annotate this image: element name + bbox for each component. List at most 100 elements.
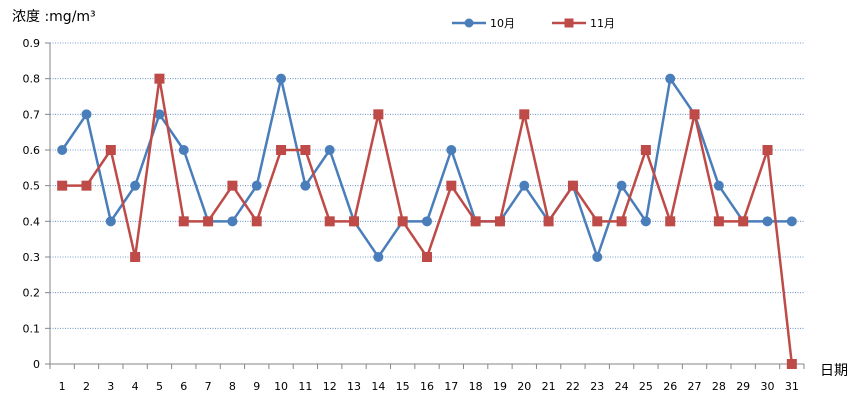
tick-labels: 00.10.20.30.40.50.60.70.80.91 2 3 4 5 6 7 8 9 10 1… — [23, 37, 799, 393]
data-point — [616, 216, 627, 227]
data-point — [276, 145, 287, 155]
legend-item: 10月 — [452, 17, 515, 30]
data-point — [227, 216, 238, 227]
data-point — [251, 180, 262, 191]
data-point — [178, 216, 189, 227]
data-point — [324, 145, 335, 155]
data-point — [300, 145, 311, 155]
data-point — [276, 73, 287, 84]
y-tick-label: 0.7 — [23, 108, 41, 121]
legend-item: 11月 — [552, 17, 615, 30]
x-tick-label: 28 — [712, 380, 726, 393]
data-point — [57, 180, 68, 191]
y-axis-label: 浓度 :mg/m³ — [12, 9, 96, 25]
y-tick-label: 0.2 — [23, 287, 41, 300]
data-point — [373, 109, 384, 120]
x-tick-label: 18 — [469, 380, 483, 393]
data-point — [640, 145, 651, 155]
data-point — [373, 252, 384, 262]
x-tick-label: 21 — [542, 380, 556, 393]
axes — [45, 42, 805, 369]
series-1 — [57, 73, 797, 262]
data-point — [81, 180, 92, 191]
x-tick-label: 15 — [396, 380, 410, 393]
x-tick-label: 31 — [785, 380, 799, 393]
x-tick-label: 8 — [229, 380, 236, 393]
x-tick-label: 20 — [517, 380, 531, 393]
x-tick-label: 12 — [323, 380, 337, 393]
x-tick-label: 5 — [156, 380, 163, 393]
data-point — [105, 145, 116, 155]
x-tick-label: 14 — [371, 380, 385, 393]
data-point — [713, 180, 724, 191]
x-tick-label: 26 — [663, 380, 677, 393]
data-point — [738, 216, 749, 227]
data-point — [300, 180, 311, 191]
data-point — [105, 216, 116, 227]
y-tick-label: 0.4 — [23, 215, 41, 228]
x-tick-label: 10 — [274, 380, 288, 393]
data-point — [519, 180, 530, 191]
data-point — [251, 216, 262, 227]
legend-swatch-marker — [564, 18, 574, 28]
x-tick-label: 3 — [107, 380, 114, 393]
data-point — [665, 216, 676, 227]
data-point — [786, 216, 797, 227]
data-point — [154, 109, 165, 120]
legend: 10月 11月 — [452, 17, 615, 30]
data-point — [154, 73, 165, 84]
data-point — [616, 180, 627, 191]
x-tick-label: 16 — [420, 380, 434, 393]
data-point — [397, 216, 408, 227]
data-point — [422, 252, 432, 262]
data-point — [349, 216, 360, 227]
data-point — [470, 216, 481, 227]
data-point — [592, 252, 603, 262]
x-tick-label: 23 — [590, 380, 604, 393]
x-tick-label: 25 — [639, 380, 653, 393]
y-tick-label: 0.9 — [23, 37, 41, 50]
x-tick-label: 2 — [83, 380, 90, 393]
series — [57, 73, 797, 369]
data-point — [762, 145, 773, 155]
data-point — [592, 216, 603, 227]
y-tick-label: 0.6 — [23, 144, 41, 157]
data-point — [786, 359, 797, 369]
y-tick-label: 0.8 — [23, 73, 41, 86]
x-tick-label: 13 — [347, 380, 361, 393]
data-point — [446, 180, 457, 191]
data-point — [227, 180, 238, 191]
x-tick-label: 17 — [444, 380, 458, 393]
data-point — [57, 145, 68, 155]
x-tick-label: 22 — [566, 380, 580, 393]
series-2 — [57, 73, 797, 369]
data-point — [446, 145, 457, 155]
x-tick-label: 24 — [615, 380, 629, 393]
x-tick-label: 7 — [205, 380, 212, 393]
legend-label: 11月 — [590, 17, 615, 30]
data-point — [178, 145, 189, 155]
data-point — [689, 109, 700, 120]
data-point — [713, 216, 724, 227]
data-point — [665, 73, 676, 84]
x-tick-label: 11 — [298, 380, 312, 393]
legend-swatch-marker — [464, 18, 474, 28]
x-tick-label: 19 — [493, 380, 507, 393]
x-tick-label: 6 — [180, 380, 187, 393]
y-tick-label: 0 — [33, 358, 40, 371]
x-tick-label: 9 — [253, 380, 260, 393]
y-tick-label: 0.5 — [23, 180, 41, 193]
data-point — [81, 109, 92, 120]
x-tick-label: 29 — [736, 380, 750, 393]
data-point — [567, 180, 578, 191]
data-point — [762, 216, 773, 227]
y-tick-label: 0.1 — [23, 322, 41, 335]
x-axis-label: 日期 — [820, 363, 848, 379]
x-tick-label: 1 — [59, 380, 66, 393]
data-point — [422, 216, 432, 227]
data-point — [324, 216, 335, 227]
y-tick-label: 0.3 — [23, 251, 41, 264]
grid-lines — [50, 42, 804, 329]
